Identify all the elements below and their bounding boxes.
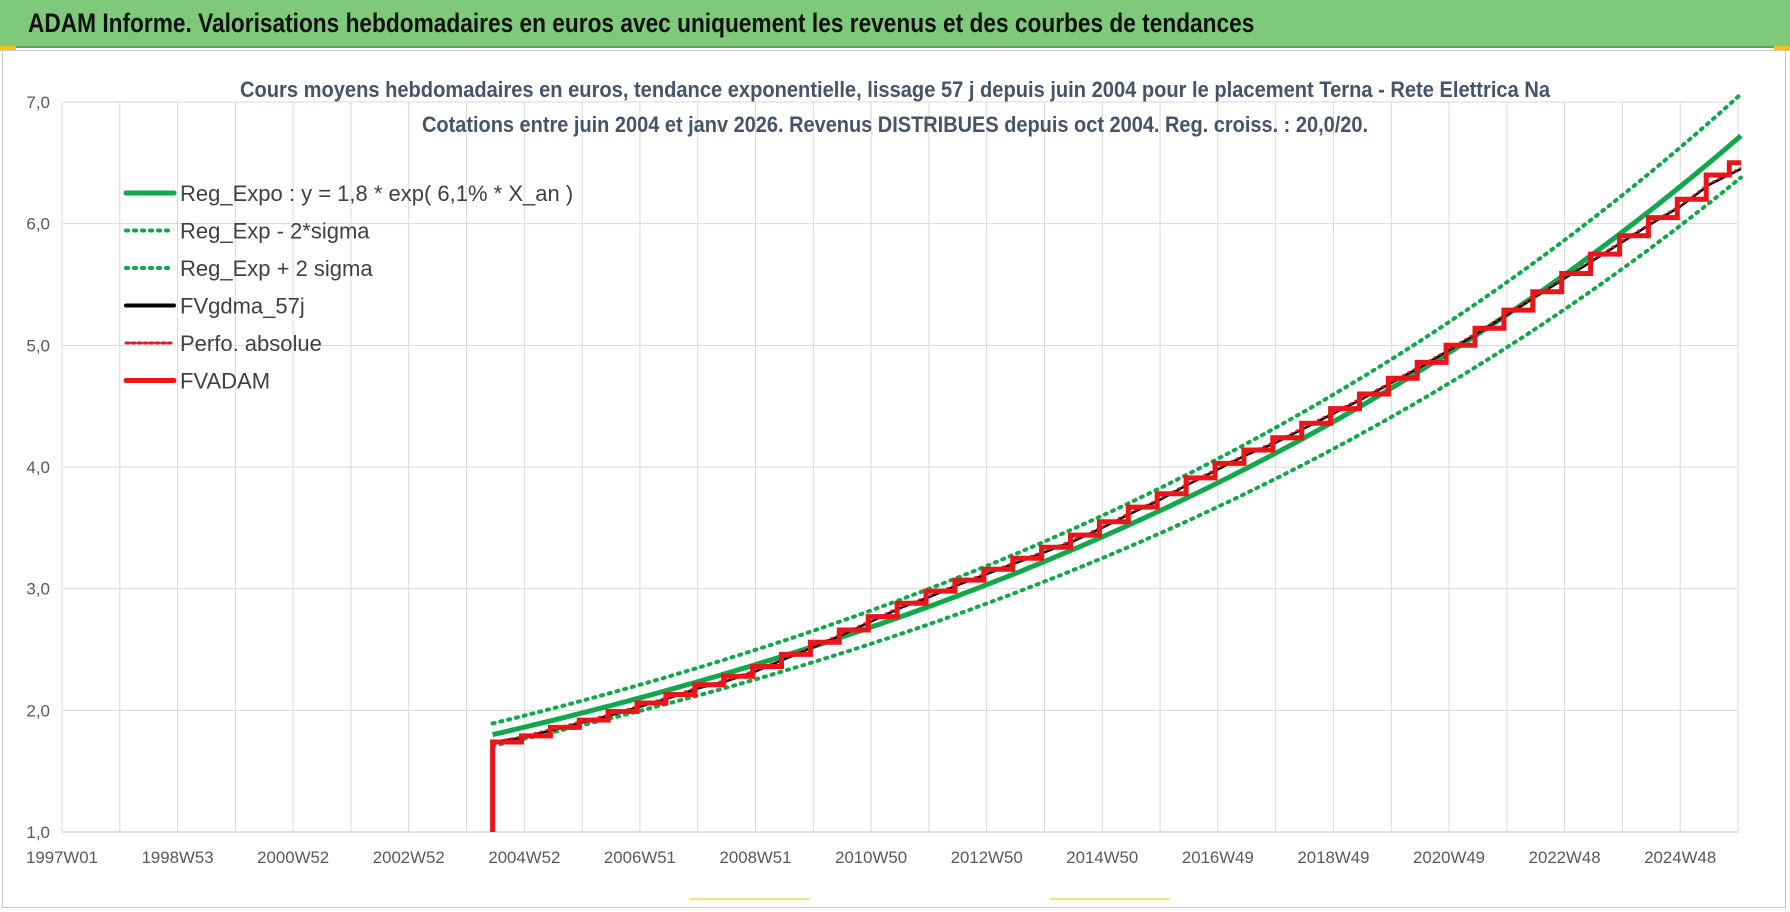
y-tick-label: 2,0 <box>26 701 50 720</box>
legend: Reg_Expo : y = 1,8 * exp( 6,1% * X_an ) R… <box>123 181 573 394</box>
legend-label: FVgdma_57j <box>180 294 305 319</box>
chart-subtitle: Cotations entre juin 2004 et janv 2026. … <box>422 112 1368 137</box>
report-banner: ADAM Informe. Valorisations hebdomadaire… <box>0 0 1790 48</box>
legend-label: Reg_Exp + 2 sigma <box>180 256 373 281</box>
x-tick-label: 2010W50 <box>835 848 907 867</box>
axes: 1,0 2,0 3,0 4,0 5,0 6,0 7,0 1997W01 1998W53 2000W… <box>26 93 1738 867</box>
legend-label: Reg_Exp - 2*sigma <box>180 219 370 244</box>
x-tick-label: 2022W48 <box>1529 848 1601 867</box>
series-reg-plus-2sigma <box>490 92 1743 726</box>
series-perfo-absolue <box>492 166 1742 743</box>
bottom-accent-line <box>690 898 810 900</box>
x-tick-label: 1997W01 <box>26 848 98 867</box>
corner-mark-top-left <box>0 46 16 51</box>
x-tick-label: 2002W52 <box>373 848 445 867</box>
corner-mark-top-right <box>1774 46 1790 51</box>
x-tick-label: 2020W49 <box>1413 848 1485 867</box>
series-fvgdma <box>492 167 1742 744</box>
legend-label: Reg_Expo : y = 1,8 * exp( 6,1% * X_an ) <box>180 181 573 206</box>
bottom-accent-line <box>1050 898 1170 900</box>
y-tick-label: 7,0 <box>26 93 50 112</box>
x-tick-label: 2004W52 <box>488 848 560 867</box>
x-tick-label: 2012W50 <box>951 848 1023 867</box>
grid <box>61 101 1739 833</box>
x-tick-label: 2008W51 <box>720 848 792 867</box>
chart-title: Cours moyens hebdomadaires en euros, ten… <box>240 77 1551 102</box>
series-reg-expo <box>492 133 1743 738</box>
y-tick-label: 6,0 <box>26 215 50 234</box>
legend-label: Perfo. absolue <box>180 331 322 356</box>
x-tick-label: 2014W50 <box>1066 848 1138 867</box>
x-tick-label: 2018W49 <box>1297 848 1369 867</box>
y-tick-label: 3,0 <box>26 580 50 599</box>
y-tick-label: 1,0 <box>26 823 50 842</box>
series-reg-minus-2sigma <box>490 175 1743 748</box>
x-tick-label: 2000W52 <box>257 848 329 867</box>
chart-frame <box>2 50 1786 908</box>
x-tick-label: 2016W49 <box>1182 848 1254 867</box>
series-layer <box>490 92 1743 832</box>
y-tick-label: 4,0 <box>26 458 50 477</box>
x-tick-label: 1998W53 <box>142 848 214 867</box>
x-tick-label: 2006W51 <box>604 848 676 867</box>
x-tick-label: 2024W48 <box>1644 848 1716 867</box>
report-title: ADAM Informe. Valorisations hebdomadaire… <box>28 8 1255 38</box>
y-tick-label: 5,0 <box>26 336 50 355</box>
series-fvadam <box>490 160 1741 832</box>
legend-label: FVADAM <box>180 369 270 394</box>
